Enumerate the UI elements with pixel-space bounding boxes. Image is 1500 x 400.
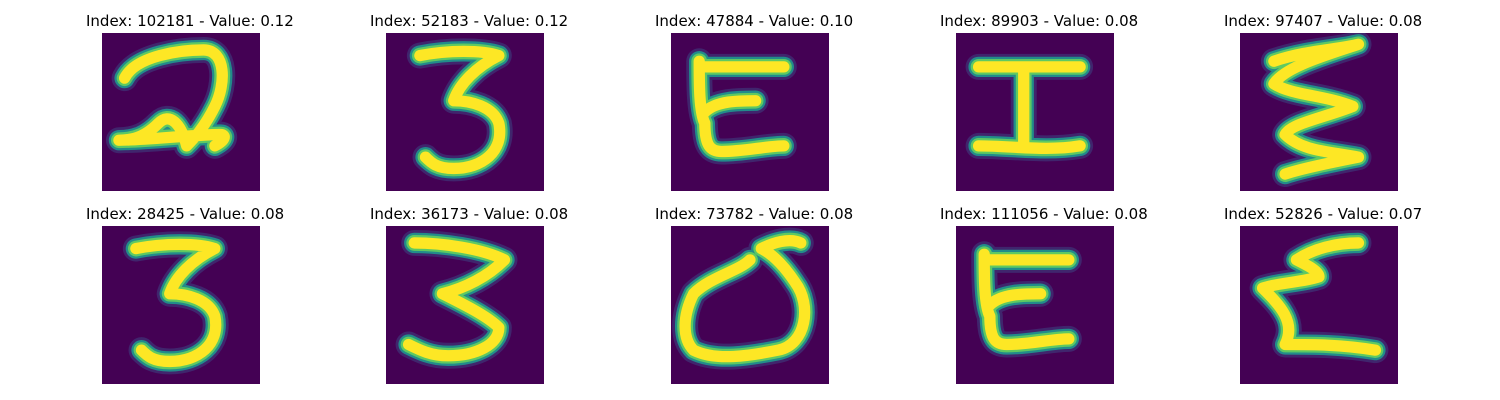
digit-stroke bbox=[1260, 33, 1372, 188]
panel: Index: 52183 - Value: 0.12 bbox=[370, 10, 569, 200]
panel: Index: 97407 - Value: 0.08 bbox=[1224, 10, 1423, 200]
panel-title: Index: 28425 - Value: 0.08 bbox=[86, 205, 285, 223]
stroke-layer bbox=[402, 237, 511, 362]
digit-image bbox=[386, 33, 544, 191]
digit-stroke bbox=[406, 38, 513, 182]
panel-title: Index: 111056 - Value: 0.08 bbox=[940, 205, 1148, 223]
digit-stroke bbox=[672, 227, 818, 370]
stroke-layer bbox=[414, 45, 506, 175]
digit-stroke bbox=[105, 36, 238, 159]
panel: Index: 89903 - Value: 0.08 bbox=[940, 10, 1139, 200]
panel-title: Index: 52826 - Value: 0.07 bbox=[1224, 205, 1423, 223]
stroke-layer bbox=[113, 44, 230, 152]
panel: Index: 28425 - Value: 0.08 bbox=[86, 203, 285, 393]
digit-stroke bbox=[1249, 229, 1389, 364]
digit-stroke bbox=[965, 53, 1094, 162]
digit-image bbox=[671, 33, 829, 191]
stroke-layer bbox=[978, 248, 1075, 351]
stroke-layer bbox=[972, 61, 1086, 154]
panel: Index: 36173 - Value: 0.08 bbox=[370, 203, 569, 393]
panel-title: Index: 47884 - Value: 0.10 bbox=[655, 12, 854, 30]
digit-image bbox=[956, 33, 1114, 191]
panel: Index: 52826 - Value: 0.07 bbox=[1224, 203, 1423, 393]
digit-stroke bbox=[686, 48, 797, 165]
digit-stroke bbox=[971, 241, 1082, 358]
digit-image bbox=[386, 226, 544, 384]
digit-stroke bbox=[395, 229, 518, 369]
stroke-layer bbox=[1256, 237, 1382, 356]
stroke-layer bbox=[130, 238, 222, 368]
stroke-layer bbox=[693, 55, 790, 158]
panel-title: Index: 52183 - Value: 0.12 bbox=[370, 12, 569, 30]
digit-image bbox=[1240, 33, 1398, 191]
panel-title: Index: 97407 - Value: 0.08 bbox=[1224, 12, 1423, 30]
panel: Index: 73782 - Value: 0.08 bbox=[655, 203, 854, 393]
digit-stroke bbox=[122, 231, 229, 375]
digit-image bbox=[102, 33, 260, 191]
panel: Index: 47884 - Value: 0.10 bbox=[655, 10, 854, 200]
digit-image bbox=[671, 226, 829, 384]
panel: Index: 111056 - Value: 0.08 bbox=[940, 203, 1148, 393]
digit-image bbox=[102, 226, 260, 384]
panel-title: Index: 102181 - Value: 0.12 bbox=[86, 12, 294, 30]
panel-title: Index: 89903 - Value: 0.08 bbox=[940, 12, 1139, 30]
digit-image bbox=[1240, 226, 1398, 384]
digit-image bbox=[956, 226, 1114, 384]
stroke-layer bbox=[1268, 38, 1365, 180]
panel: Index: 102181 - Value: 0.12 bbox=[86, 10, 294, 200]
panel-title: Index: 73782 - Value: 0.08 bbox=[655, 205, 854, 223]
panel-title: Index: 36173 - Value: 0.08 bbox=[370, 205, 569, 223]
stroke-layer bbox=[679, 234, 811, 363]
